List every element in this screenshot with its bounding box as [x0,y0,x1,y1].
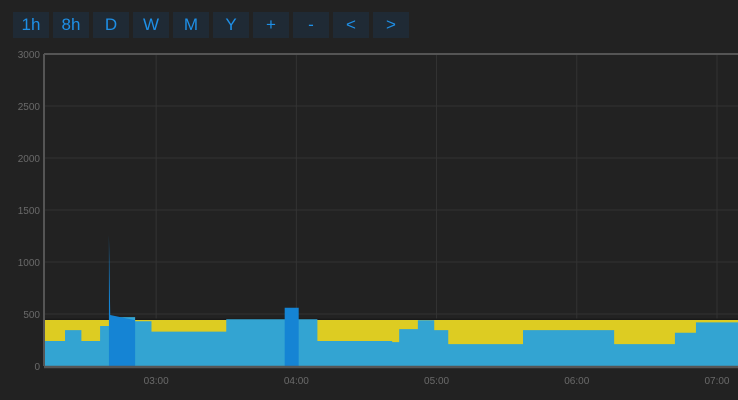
x-tick-label: 03:00 [144,376,169,387]
range-day-button[interactable]: D [93,12,129,38]
range-8h-button[interactable]: 8h [53,12,89,38]
range-year-button[interactable]: Y [213,12,249,38]
pan-back-button[interactable]: < [333,12,369,38]
time-range-toolbar: 1h 8h D W M Y + - < > [13,12,409,38]
y-tick-label: 0 [34,362,40,373]
x-tick-label: 07:00 [704,376,729,387]
blue-series-area [44,317,738,366]
pan-forward-button[interactable]: > [373,12,409,38]
x-tick-label: 05:00 [424,376,449,387]
zoom-out-button[interactable]: - [293,12,329,38]
y-tick-label: 2000 [18,154,41,165]
y-tick-label: 500 [23,310,40,321]
series-spike-area [108,234,136,366]
range-month-button[interactable]: M [173,12,209,38]
x-tick-label: 06:00 [564,376,589,387]
series-bump-area [284,307,299,366]
y-tick-label: 1500 [18,206,41,217]
range-1h-button[interactable]: 1h [13,12,49,38]
x-tick-label: 04:00 [284,376,309,387]
zoom-in-button[interactable]: + [253,12,289,38]
y-tick-label: 2500 [18,102,41,113]
range-week-button[interactable]: W [133,12,169,38]
y-tick-label: 1000 [18,258,41,269]
y-tick-label: 3000 [18,50,41,61]
